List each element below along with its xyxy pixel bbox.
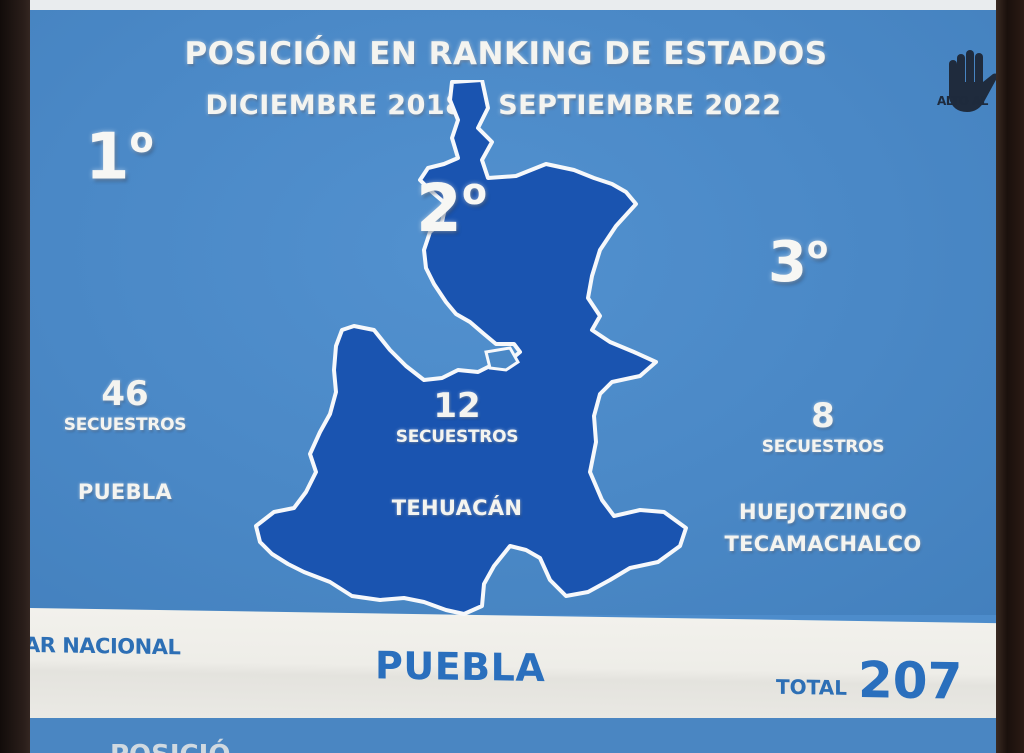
state-name: PUEBLA xyxy=(375,643,546,691)
puebla-state-map xyxy=(254,80,688,616)
kidnapping-count: 8 xyxy=(811,396,835,436)
kidnapping-count: 12 xyxy=(433,386,481,426)
next-section-peek: POSICIÓ xyxy=(30,718,1002,753)
raised-hand-icon xyxy=(949,50,998,112)
kidnapping-unit: SECUESTROS xyxy=(395,427,519,447)
device-frame-left xyxy=(0,0,34,753)
rank-3-label: 3o xyxy=(768,230,829,296)
municipality-name: PUEBLA xyxy=(77,480,173,504)
screen: POSICIÓN EN RANKING DE ESTADOS DICIEMBRE… xyxy=(30,0,1002,753)
municipality-name: TECAMACHALCO xyxy=(724,532,922,556)
ranking-poster: POSICIÓN EN RANKING DE ESTADOS DICIEMBRE… xyxy=(30,10,1002,616)
poster-subtitle: DICIEMBRE 2018 – SEPTIEMBRE 2022 xyxy=(205,90,782,121)
rank-1-stat: 46 SECUESTROS PUEBLA xyxy=(60,374,190,508)
total-label: TOTAL xyxy=(776,674,847,700)
kidnapping-count: 46 xyxy=(101,374,149,414)
rank-2-stat: 12 SECUESTROS TEHUACÁN xyxy=(382,386,532,524)
rank-2-label: 2o xyxy=(416,170,487,248)
kidnapping-unit: SECUESTROS xyxy=(761,437,885,457)
device-frame-right xyxy=(996,0,1024,753)
next-section-title: POSICIÓ xyxy=(110,740,230,753)
municipality-name: HUEJOTZINGO xyxy=(739,500,907,524)
municipality-name: TEHUACÁN xyxy=(391,496,523,520)
logo-text: ALTO AL xyxy=(937,94,988,108)
total-value: 207 xyxy=(858,651,963,711)
national-label: AR NACIONAL xyxy=(30,632,181,660)
rank-1-label: 1o xyxy=(85,120,154,195)
top-strip xyxy=(30,0,1002,10)
rank-3-stat: 8 SECUESTROS HUEJOTZINGO TECAMACHALCO xyxy=(718,396,928,560)
kidnapping-unit: SECUESTROS xyxy=(63,415,187,435)
poster-title: POSICIÓN EN RANKING DE ESTADOS xyxy=(184,36,828,72)
